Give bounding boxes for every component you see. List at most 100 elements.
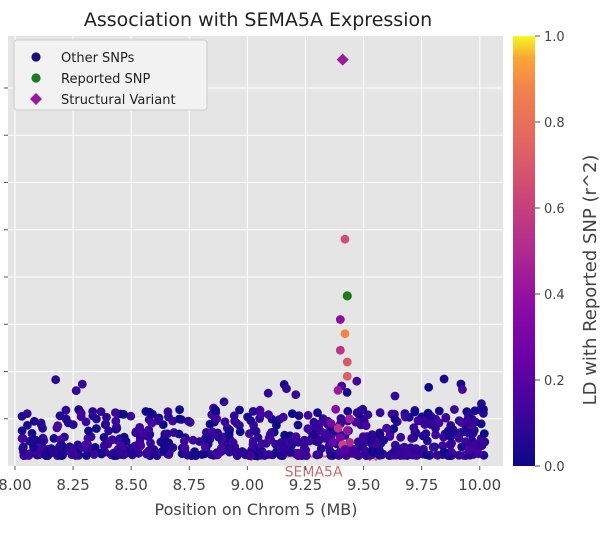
snp-point <box>409 423 419 433</box>
snp-point <box>345 414 355 424</box>
snp-point <box>23 420 32 430</box>
colorbar-tick-label: 1.0 <box>544 30 565 45</box>
snp-point <box>90 443 100 452</box>
snp-point <box>356 406 365 415</box>
snp-point <box>340 329 350 339</box>
snp-point <box>99 433 109 442</box>
snp-point <box>439 432 448 442</box>
snp-point <box>293 420 303 430</box>
snp-point <box>96 407 106 416</box>
data-points <box>17 53 490 460</box>
x-tick-label: 8.75 <box>173 476 206 494</box>
reported-snp-point <box>342 291 352 301</box>
snp-point <box>191 451 201 460</box>
snp-point <box>278 412 288 422</box>
snp-point <box>253 433 263 442</box>
colorbar-label: LD with Reported SNP (r^2) <box>580 155 601 406</box>
snp-point <box>188 435 198 445</box>
snp-point <box>457 442 467 452</box>
snp-point <box>428 442 438 452</box>
snp-point <box>29 442 38 452</box>
snp-point <box>335 433 345 443</box>
colorbar-ticks: 0.0 0.2 0.4 0.6 0.8 1.0 <box>535 30 565 475</box>
snp-point <box>111 416 121 426</box>
snp-point <box>256 410 266 419</box>
snp-point <box>340 234 350 244</box>
snp-point <box>390 391 400 401</box>
snp-point <box>61 405 71 415</box>
snp-point <box>335 315 345 324</box>
snp-point <box>101 419 110 429</box>
snp-point <box>421 429 431 438</box>
snp-point <box>217 443 226 453</box>
snp-point <box>462 415 472 425</box>
snp-point <box>479 429 489 438</box>
snp-point <box>102 412 111 422</box>
y-axis-ticks <box>4 87 8 420</box>
snp-point <box>249 426 259 436</box>
x-tick-label: 9.75 <box>405 476 438 494</box>
snp-point <box>89 450 99 459</box>
snp-point <box>308 430 317 439</box>
legend-marker <box>30 93 42 105</box>
snp-point <box>127 450 137 460</box>
snp-point <box>336 414 346 423</box>
snp-point <box>358 432 368 441</box>
snp-point <box>223 445 233 455</box>
snp-point <box>413 416 423 425</box>
snp-point <box>396 432 406 442</box>
snp-point <box>200 442 210 452</box>
snp-point <box>136 441 146 450</box>
snp-point <box>159 445 169 455</box>
snp-point <box>390 414 400 424</box>
snp-point <box>81 440 90 450</box>
snp-point <box>459 427 469 437</box>
snp-point <box>179 436 189 446</box>
x-tick-label: 8.25 <box>56 476 89 494</box>
snp-point <box>291 432 301 441</box>
snp-point <box>301 445 311 455</box>
snp-point <box>36 418 46 428</box>
snp-point <box>279 443 289 453</box>
snp-point <box>92 414 101 424</box>
snp-point <box>352 376 362 386</box>
snp-point <box>248 407 258 416</box>
snp-point <box>175 405 185 414</box>
snp-point <box>174 414 184 424</box>
snp-point <box>331 404 341 414</box>
x-axis-label: Position on Chrom 5 (MB) <box>155 500 358 519</box>
snp-point <box>464 445 474 454</box>
snp-point <box>22 409 32 418</box>
snp-point <box>212 414 222 424</box>
snp-point <box>476 419 486 429</box>
snp-point <box>81 417 91 427</box>
legend-label: Structural Variant <box>61 93 176 108</box>
snp-point <box>17 434 27 443</box>
snp-point <box>229 411 239 421</box>
snp-point <box>431 430 440 440</box>
snp-point <box>439 374 449 384</box>
snp-point <box>99 441 109 451</box>
x-tick-label: 8.50 <box>114 476 147 494</box>
snp-point <box>71 386 81 395</box>
snp-point <box>361 451 371 460</box>
snp-point <box>326 419 336 428</box>
snp-point <box>379 435 389 445</box>
snp-point <box>434 406 444 416</box>
snp-point <box>67 450 77 459</box>
snp-point <box>209 429 219 439</box>
snp-point <box>445 440 455 450</box>
snp-point <box>450 405 459 414</box>
legend-marker <box>31 52 41 62</box>
snp-point <box>29 416 39 426</box>
snp-point <box>282 384 291 394</box>
colorbar-tick-label: 0.6 <box>544 202 565 217</box>
snp-point <box>51 375 61 385</box>
snp-point <box>235 427 245 437</box>
snp-point <box>263 388 273 398</box>
snp-point <box>119 410 128 419</box>
snp-point <box>185 418 195 427</box>
snp-point <box>88 407 98 416</box>
snp-point <box>147 418 157 428</box>
snp-point <box>77 379 87 389</box>
